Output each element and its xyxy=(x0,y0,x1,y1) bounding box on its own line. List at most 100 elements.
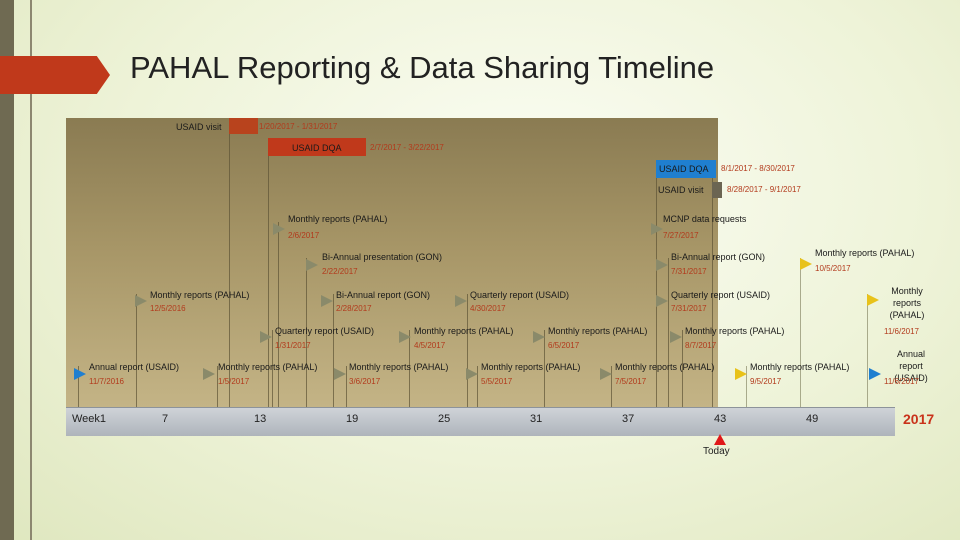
flag-icon xyxy=(321,295,333,307)
year-label: 2017 xyxy=(903,411,935,427)
flag-icon xyxy=(800,258,812,270)
milestone-label: Monthly reports (PAHAL) xyxy=(685,326,785,336)
milestone-date: 7/27/2017 xyxy=(663,231,699,240)
milestone-line xyxy=(800,258,801,408)
milestone-label: Bi-Annual report (GON) xyxy=(336,290,431,300)
milestone-line xyxy=(217,366,218,408)
milestone-date: 9/5/2017 xyxy=(750,377,782,386)
bar-label: USAID DQA xyxy=(292,143,342,153)
milestone-date: 11/6/2017 xyxy=(884,377,919,386)
milestone-line xyxy=(746,366,747,408)
left-accent-line xyxy=(30,0,32,540)
milestone-label: Quarterly report (USAID) xyxy=(671,290,771,300)
flag-icon xyxy=(74,368,86,380)
milestone-line xyxy=(306,258,307,408)
bar-label: USAID DQA xyxy=(659,164,709,174)
today-marker-icon xyxy=(714,434,726,445)
milestone-line xyxy=(467,294,468,408)
bar-label: USAID visit xyxy=(176,122,222,132)
milestone-line xyxy=(278,222,279,408)
week-label: 25 xyxy=(438,413,451,425)
title-accent-tab xyxy=(0,56,110,94)
milestone-date: 2/28/2017 xyxy=(336,304,372,313)
milestone-line xyxy=(333,294,334,408)
milestone-date: 7/31/2017 xyxy=(671,267,707,276)
flag-icon xyxy=(399,331,411,343)
milestone-date: 3/6/2017 xyxy=(349,377,381,386)
milestone-label: Monthly reports (PAHAL) xyxy=(414,326,514,336)
bar-date: 8/1/2017 - 8/30/2017 xyxy=(721,164,795,173)
page-title: PAHAL Reporting & Data Sharing Timeline xyxy=(130,50,715,85)
milestone-label: Monthly reports (PAHAL) xyxy=(481,362,581,372)
milestone-date: 11/7/2016 xyxy=(89,377,124,386)
milestone-label: Monthly reports (PAHAL) xyxy=(349,362,449,372)
bar-usaid-visit-jan xyxy=(229,118,258,134)
milestone-label: Annual report (USAID) xyxy=(894,349,928,383)
week-label: 49 xyxy=(806,413,819,425)
milestone-date: 5/5/2017 xyxy=(481,377,513,386)
milestone-date: 12/5/2016 xyxy=(150,304,186,313)
bar-usaid-visit-aug xyxy=(712,182,722,198)
milestone-line xyxy=(229,118,230,408)
flag-icon xyxy=(656,259,668,271)
milestone-label: Monthly reports (PAHAL) xyxy=(548,326,648,336)
milestone-line xyxy=(268,138,269,408)
milestone-line xyxy=(682,330,683,408)
flag-icon xyxy=(135,295,147,307)
left-accent-bar xyxy=(0,0,14,540)
flag-icon xyxy=(260,331,272,343)
milestone-label: Quarterly report (USAID) xyxy=(275,326,375,336)
milestone-label: Quarterly report (USAID) xyxy=(470,290,570,300)
milestone-label: Monthly reports (PAHAL) xyxy=(750,362,850,372)
milestone-date: 1/5/2017 xyxy=(218,377,250,386)
week-label: Week1 xyxy=(72,413,107,425)
milestone-date: 11/6/2017 xyxy=(884,327,919,336)
milestone-label: MCNP data requests xyxy=(663,214,747,224)
milestone-date: 2/6/2017 xyxy=(288,231,320,240)
milestone-label: Monthly reports (PAHAL) xyxy=(615,362,715,372)
flag-icon xyxy=(273,223,285,235)
week-label: 37 xyxy=(622,413,635,425)
milestone-date: 1/31/2017 xyxy=(275,341,311,350)
milestone-label: Annual report (USAID) xyxy=(89,362,180,372)
flag-icon xyxy=(867,294,879,306)
milestone-line xyxy=(656,160,657,408)
bar-usaid-dqa-aug xyxy=(656,160,716,178)
flag-icon xyxy=(455,295,467,307)
timeline-axis xyxy=(66,407,895,436)
flag-icon xyxy=(600,368,612,380)
milestone-label: Monthly reports (PAHAL) xyxy=(815,248,915,258)
milestone-line xyxy=(346,366,347,408)
flag-icon xyxy=(533,331,545,343)
milestone-line xyxy=(867,294,868,408)
flag-icon xyxy=(735,368,747,380)
milestone-label: Monthly reports (PAHAL) xyxy=(150,290,250,300)
milestone-line xyxy=(409,330,410,408)
week-label: 13 xyxy=(254,413,267,425)
milestone-label: Monthly reports (PAHAL) xyxy=(218,362,318,372)
flag-icon xyxy=(656,295,668,307)
milestone-label: Monthly reports (PAHAL) xyxy=(889,286,925,320)
milestone-label: Bi-Annual presentation (GON) xyxy=(322,252,443,262)
bar-label: USAID visit xyxy=(658,185,704,195)
bar-date: 2/7/2017 - 3/22/2017 xyxy=(370,143,444,152)
week-label: 19 xyxy=(346,413,359,425)
flag-icon xyxy=(651,223,663,235)
milestone-date: 7/31/2017 xyxy=(671,304,707,313)
flag-icon xyxy=(203,368,215,380)
milestone-line xyxy=(712,160,713,408)
today-label: Today xyxy=(703,446,730,457)
milestone-label: Bi-Annual report (GON) xyxy=(671,252,766,262)
milestone-line xyxy=(544,330,545,408)
flag-icon xyxy=(306,259,318,271)
bar-usaid-dqa-feb xyxy=(268,138,366,156)
milestone-date: 10/5/2017 xyxy=(815,264,851,273)
milestone-line xyxy=(272,330,273,408)
milestone-line xyxy=(477,366,478,408)
bar-date: 8/28/2017 - 9/1/2017 xyxy=(727,185,801,194)
milestone-date: 8/7/2017 xyxy=(685,341,717,350)
bar-date: 1/20/2017 - 1/31/2017 xyxy=(259,122,338,131)
milestone-date: 2/22/2017 xyxy=(322,267,358,276)
milestone-label: Monthly reports (PAHAL) xyxy=(288,214,388,224)
flag-icon xyxy=(869,368,881,380)
